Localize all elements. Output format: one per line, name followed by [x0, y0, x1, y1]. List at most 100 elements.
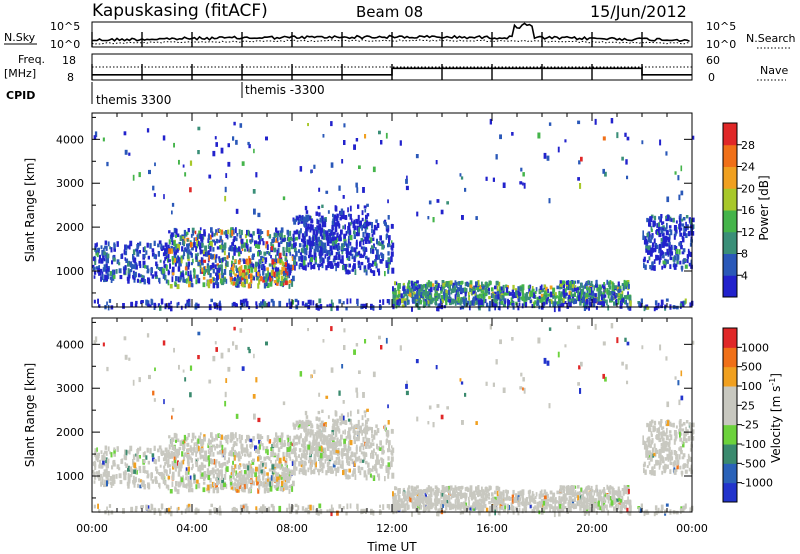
velocity-cell-184: [141, 479, 144, 484]
power-cell-1775: [394, 289, 397, 296]
power-cell-527: [172, 246, 176, 252]
power-cell-2739: [170, 300, 172, 305]
velocity-cell-811: [218, 434, 221, 438]
power-cell-367: [171, 241, 175, 245]
velocity-cell-54: [163, 469, 166, 473]
power-cell-845: [236, 269, 238, 273]
power-cell-602: [207, 244, 210, 249]
power-cell-373: [249, 263, 253, 268]
velocity-cell-1725: [434, 485, 438, 490]
velocity-cell-1145: [311, 429, 314, 435]
power-cell-1991: [515, 291, 518, 295]
power-cell-2114: [597, 301, 601, 305]
power-cell-2614: [392, 298, 395, 305]
power-cell-1821: [465, 297, 468, 303]
power-cell-435: [246, 239, 248, 246]
power-cell-2813: [318, 187, 321, 192]
power-cell-10: [113, 244, 116, 250]
velocity-cell-405: [251, 460, 255, 465]
power-cell-1826: [420, 287, 423, 292]
power-cell-2309: [619, 294, 622, 298]
power-cell-1592: [488, 291, 491, 295]
velocity-cell-263: [181, 451, 184, 457]
velocity-cell-968: [292, 441, 295, 448]
power-cell-798: [171, 269, 175, 276]
power-cell-782: [193, 269, 196, 276]
velocity-cell-1466: [347, 435, 350, 439]
velocity-cell-765: [283, 474, 287, 480]
velocity-cell-797: [168, 453, 171, 459]
velocity-cell-1175: [293, 447, 296, 453]
power-cell-1788: [471, 300, 473, 306]
power-cell-1467: [348, 224, 351, 231]
power-cell-887: [282, 266, 286, 271]
power-cell-1384: [304, 205, 308, 211]
power-cell-922: [271, 259, 275, 265]
power-cell-2959: [485, 176, 488, 181]
velocity-cell-1273: [355, 446, 358, 451]
power-cell-495: [256, 228, 260, 234]
power-cell-553: [169, 263, 171, 269]
power-cell-1948: [549, 285, 553, 290]
power-cell-343: [215, 278, 218, 283]
power-cell-1482: [426, 282, 429, 288]
power-cell-1438: [347, 243, 350, 249]
power-colorbar-seg-1: [723, 253, 737, 276]
velocity-cell-1393: [322, 439, 326, 445]
velocity-cell-928: [259, 481, 263, 487]
power-cell-1809: [454, 287, 457, 293]
power-cell-2761: [242, 300, 245, 304]
power-cell-1487: [410, 292, 414, 299]
power-cell-1770: [438, 294, 441, 298]
power-cell-2347: [668, 225, 672, 229]
power-cell-474: [283, 235, 286, 239]
power-cell-1693: [464, 291, 467, 297]
velocity-cell-1164: [327, 434, 331, 438]
power-cell-1328: [344, 224, 346, 230]
velocity-cell-128: [96, 447, 98, 452]
velocity-cell-748: [242, 449, 245, 453]
velocity-cell-1820: [483, 497, 486, 504]
power-cell-1839: [457, 286, 460, 292]
power-cell-1547: [415, 297, 418, 302]
velocity-cell-960: [341, 460, 344, 464]
velocity-cell-50: [124, 455, 128, 461]
power-cell-2832: [653, 215, 657, 221]
power-cell-2633: [437, 305, 440, 312]
velocity-cell-1431: [331, 446, 335, 451]
velocity-cell-1355: [354, 457, 358, 461]
power-cell-2260: [606, 289, 609, 295]
power-cell-1436: [310, 240, 313, 247]
power-cell-2551: [261, 302, 265, 306]
power-cell-743: [219, 278, 223, 284]
velocity-cell-1144: [302, 470, 306, 476]
velocity-cell-34: [157, 456, 160, 462]
velocity-cell-391: [200, 467, 204, 471]
power-cell-181: [101, 274, 104, 281]
power-cell-2370: [669, 216, 672, 222]
velocity-cell-917: [278, 482, 280, 487]
power-cell-1449: [335, 215, 338, 222]
power-cell-1125: [318, 263, 322, 267]
power-cell-848: [257, 283, 260, 289]
power-cell-924: [249, 274, 253, 279]
velocity-cell-1303: [354, 459, 357, 464]
power-cell-714: [276, 267, 280, 274]
velocity-cell-1322: [347, 474, 350, 480]
velocity-cell-1359: [364, 470, 367, 474]
power-cell-1276: [387, 243, 390, 248]
velocity-cell-1011: [295, 466, 298, 471]
velocity-cell-1347: [359, 470, 362, 476]
velocity-cell-1457: [327, 441, 330, 448]
power-cell-2377: [682, 217, 686, 221]
power-cell-2458: [648, 234, 651, 239]
power-cell-2691: [574, 300, 577, 304]
power-cell-1729: [416, 288, 419, 294]
power-cell-2275: [568, 298, 571, 304]
velocity-cell-1817: [488, 487, 490, 492]
power-cell-2934: [626, 136, 630, 141]
velocity-cell-11: [158, 445, 162, 450]
power-cell-928: [259, 276, 263, 282]
power-cell-1836: [436, 285, 439, 291]
power-cell-774: [171, 256, 174, 262]
